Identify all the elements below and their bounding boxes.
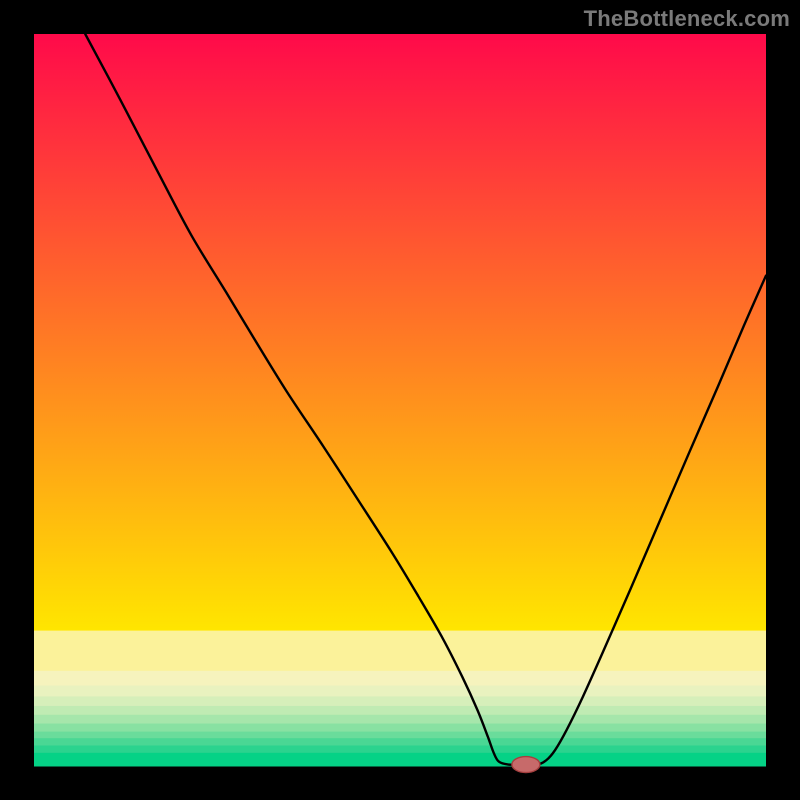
bg-band-9	[34, 738, 766, 746]
bg-band-1	[34, 631, 766, 672]
bg-band-11	[34, 753, 766, 767]
bg-band-6	[34, 715, 766, 724]
optimal-point-marker	[512, 757, 540, 773]
bg-band-8	[34, 732, 766, 739]
bg-band-0	[34, 34, 766, 631]
watermark-text: TheBottleneck.com	[584, 6, 790, 32]
bottleneck-chart	[0, 0, 800, 800]
bg-band-7	[34, 724, 766, 733]
bg-band-2	[34, 671, 766, 686]
bg-band-10	[34, 746, 766, 754]
bg-band-3	[34, 685, 766, 696]
bg-band-4	[34, 696, 766, 706]
bg-band-5	[34, 706, 766, 715]
